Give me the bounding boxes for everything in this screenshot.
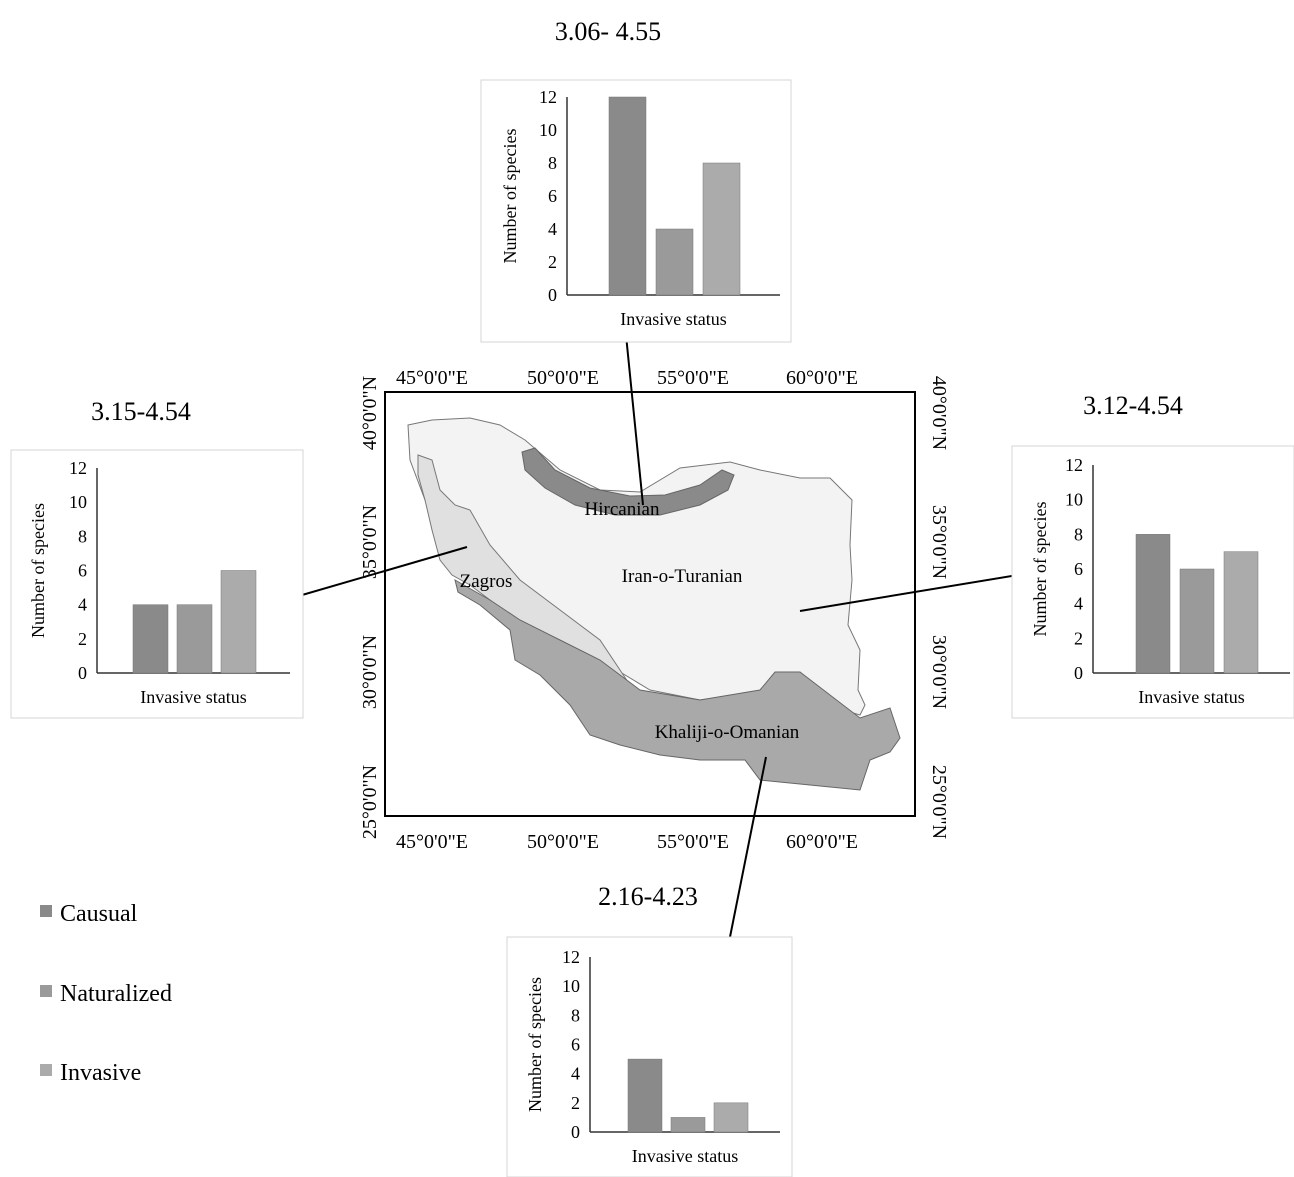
legend-label-causual: Causual: [60, 901, 138, 927]
y-tick-label: 4: [1074, 594, 1083, 614]
lat-label-left-4: 25°0'0"N: [359, 765, 381, 839]
y-tick-label: 8: [548, 153, 557, 173]
label-iran-o-turanian: Iran-o-Turanian: [622, 566, 743, 587]
lat-label-right-4: 25°0'0"N: [928, 765, 950, 839]
leader-line-zagros: [277, 546, 468, 603]
y-tick-label: 6: [548, 186, 557, 206]
y-axis-title: Number of species: [1030, 502, 1050, 637]
bar-naturalized: [1179, 568, 1215, 674]
chart-panel-hircanian: 3.06- 4.55 0 2 4 6 8 10 12 Invasive status Number…: [480, 17, 792, 343]
leader-line-khaliji: [725, 756, 767, 958]
iran-map: Hircanian Zagros Iran-o-Turanian Khaliji…: [359, 367, 950, 853]
bar-naturalized: [176, 604, 213, 674]
chart-panels: 3.06- 4.55 0 2 4 6 8 10 12 Invasive status Number…: [10, 17, 1294, 1177]
y-tick-label: 0: [548, 285, 557, 305]
lat-label-right-3: 30°0'0"N: [928, 635, 950, 709]
bar-naturalized: [655, 228, 694, 296]
bar-invasive: [713, 1102, 749, 1133]
lat-label-left-1: 40°0'0"N: [359, 376, 381, 450]
legend-label-naturalized: Naturalized: [60, 981, 172, 1007]
lat-label-right-1: 40°0'0"N: [928, 376, 950, 450]
y-tick-label: 6: [78, 561, 87, 581]
chart-panel-iran-o-turanian: 3.12-4.54 0 2 4 6 8 10 12 Invasive status Number …: [1011, 391, 1294, 719]
chart-title: 3.15-4.54: [91, 397, 191, 426]
y-tick-label: 0: [1074, 663, 1083, 683]
bar-causual: [132, 604, 169, 674]
lon-label-bottom-1: 45°0'0"E: [396, 831, 468, 853]
leader-lines: [277, 324, 1031, 958]
bar-invasive: [702, 162, 741, 296]
x-axis-title: Invasive status: [620, 309, 726, 329]
label-zagros: Zagros: [460, 571, 513, 592]
x-axis-title: Invasive status: [632, 1146, 738, 1166]
y-tick-label: 10: [1065, 490, 1083, 510]
y-tick-label: 8: [571, 1005, 580, 1025]
bar-invasive: [1223, 551, 1259, 674]
lat-label-left-2: 35°0'0"N: [359, 505, 381, 579]
region-khaliji-o-omanian: [454, 578, 901, 791]
label-khaliji-o-omanian: Khaliji-o-Omanian: [655, 722, 800, 743]
lon-label-bottom-4: 60°0'0"E: [786, 831, 858, 853]
x-axis-title: Invasive status: [1138, 687, 1244, 707]
lon-label-bottom-3: 55°0'0"E: [657, 831, 729, 853]
legend-swatch-causual: [40, 905, 52, 917]
y-tick-label: 2: [548, 252, 557, 272]
chart-title: 3.06- 4.55: [555, 17, 661, 46]
chart-panel-zagros: 3.15-4.54 0 2 4 6 8 10 12 Invasive status Number …: [10, 397, 304, 719]
y-tick-label: 6: [1074, 559, 1083, 579]
y-tick-label: 8: [78, 526, 87, 546]
region-hircanian: [521, 447, 735, 516]
bar-causual: [1135, 534, 1171, 674]
lon-label-top-4: 60°0'0"E: [786, 367, 858, 389]
y-tick-label: 4: [78, 595, 87, 615]
y-tick-label: 10: [562, 976, 580, 996]
chart-frame: [506, 936, 793, 1177]
chart-frame: [10, 449, 304, 719]
y-tick-label: 12: [69, 458, 87, 478]
y-tick-label: 2: [1074, 628, 1083, 648]
y-axis-title: Number of species: [28, 503, 48, 638]
bar-invasive: [220, 570, 257, 674]
bar-causual: [608, 96, 647, 296]
legend: Causual Naturalized Invasive: [40, 901, 172, 1086]
y-tick-label: 12: [1065, 455, 1083, 475]
lon-label-top-1: 45°0'0"E: [396, 367, 468, 389]
label-hircanian: Hircanian: [585, 499, 660, 520]
y-tick-label: 0: [78, 663, 87, 683]
bar-causual: [627, 1058, 663, 1133]
y-tick-label: 10: [69, 492, 87, 512]
y-tick-label: 12: [539, 87, 557, 107]
y-tick-label: 8: [1074, 524, 1083, 544]
lon-label-bottom-2: 50°0'0"E: [527, 831, 599, 853]
chart-title: 2.16-4.23: [598, 882, 698, 911]
y-axis-title: Number of species: [525, 977, 545, 1112]
y-tick-label: 12: [562, 947, 580, 967]
leader-line-iran-o-turanian: [799, 572, 1031, 612]
lon-label-top-3: 55°0'0"E: [657, 367, 729, 389]
chart-panel-khaliji: 2.16-4.23 0 2 4 6 8 10 12 Invasive status Number …: [506, 882, 793, 1177]
y-tick-label: 4: [571, 1064, 580, 1084]
y-tick-label: 2: [78, 629, 87, 649]
y-tick-label: 6: [571, 1035, 580, 1055]
legend-swatch-naturalized: [40, 985, 52, 997]
bar-naturalized: [670, 1117, 706, 1133]
lat-label-right-2: 35°0'0"N: [928, 505, 950, 579]
chart-title: 3.12-4.54: [1083, 391, 1183, 420]
legend-label-invasive: Invasive: [60, 1060, 141, 1086]
y-axis-title: Number of species: [500, 129, 520, 264]
y-tick-label: 2: [571, 1093, 580, 1113]
lat-label-left-3: 30°0'0"N: [359, 635, 381, 709]
x-axis-title: Invasive status: [140, 687, 246, 707]
legend-swatch-invasive: [40, 1064, 52, 1076]
lon-label-top-2: 50°0'0"E: [527, 367, 599, 389]
leader-line-hircanian: [624, 324, 644, 506]
y-tick-label: 4: [548, 219, 557, 239]
y-tick-label: 10: [539, 120, 557, 140]
y-tick-label: 0: [571, 1122, 580, 1142]
